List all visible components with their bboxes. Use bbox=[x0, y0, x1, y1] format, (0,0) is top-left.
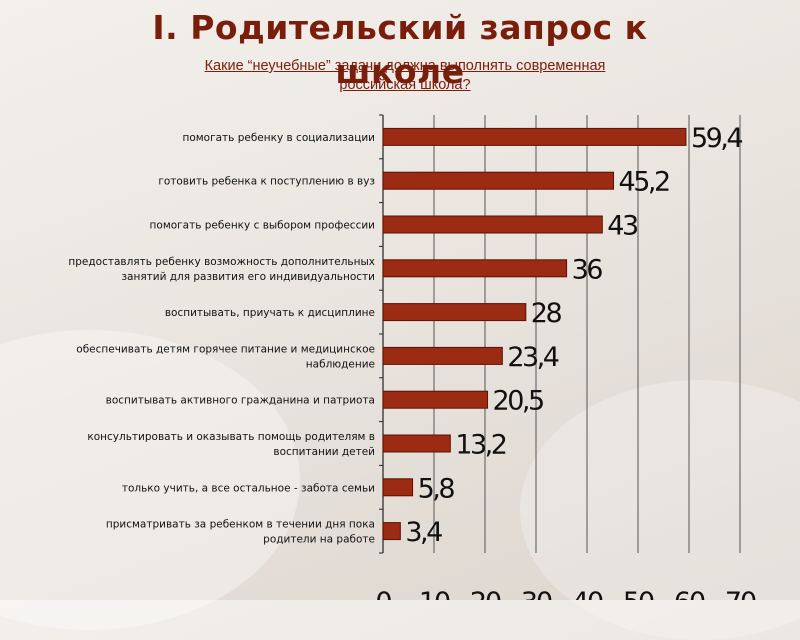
bar-1 bbox=[382, 171, 615, 190]
x-tick-label-5: 50 bbox=[623, 587, 654, 600]
page-title: I. Родительский запрос к школе bbox=[0, 8, 800, 92]
category-label-3-0: предоставлять ребенку возможность дополн… bbox=[68, 256, 375, 268]
category-label-8-0: только учить, а все остальное - забота с… bbox=[122, 482, 375, 494]
category-label-1-0: готовить ребенка к поступлению в вуз bbox=[158, 176, 375, 188]
category-label-5-1: наблюдение bbox=[306, 358, 375, 370]
bar-9 bbox=[382, 522, 401, 541]
category-label-9-0: присматривать за ребенком в течении дня … bbox=[106, 519, 375, 531]
bar-0 bbox=[382, 127, 687, 146]
x-tick-label-1: 10 bbox=[419, 587, 450, 600]
value-label-2: 43 bbox=[607, 211, 638, 242]
category-label-7-0: консультировать и оказывать помощь родит… bbox=[87, 431, 375, 443]
chart-subtitle: Какие “неучебные” задачи должна выполнят… bbox=[0, 57, 800, 95]
category-label-5-0: обеспечивать детям горячее питание и мед… bbox=[76, 343, 375, 355]
bar-2 bbox=[382, 215, 603, 234]
category-label-6-0: воспитывать активного гражданина и патри… bbox=[106, 395, 375, 407]
category-label-9-1: родители на работе bbox=[263, 534, 375, 546]
bar-3 bbox=[382, 259, 568, 278]
category-label-7-1: воспитании детей bbox=[273, 446, 375, 458]
category-label-3-1: занятий для развития его индивидуальност… bbox=[121, 271, 375, 283]
category-label-4-0: воспитывать, приучать к дисциплине bbox=[165, 307, 375, 319]
chart-subtitle-line-1: Какие “неучебные” задачи должна выполнят… bbox=[204, 58, 606, 74]
page-title-line-1: I. Родительский запрос к bbox=[152, 8, 648, 47]
value-label-3: 36 bbox=[572, 254, 603, 285]
bar-4 bbox=[382, 303, 527, 322]
chart-subtitle-line-2: российская школа? bbox=[339, 77, 471, 93]
value-label-1: 45,2 bbox=[619, 167, 669, 198]
value-label-9: 3,4 bbox=[405, 517, 442, 548]
bar-5 bbox=[382, 346, 503, 365]
x-tick-label-4: 40 bbox=[572, 587, 603, 600]
page-title-line-2: школе bbox=[335, 52, 465, 91]
x-tick-label-3: 30 bbox=[521, 587, 552, 600]
bar-6 bbox=[382, 390, 489, 409]
value-label-7: 13,2 bbox=[455, 430, 505, 461]
x-tick-label-2: 20 bbox=[470, 587, 501, 600]
x-tick-label-6: 60 bbox=[674, 587, 705, 600]
category-label-2-0: помогать ребенку с выбором профессии bbox=[150, 220, 375, 232]
x-tick-label-0: 0 bbox=[375, 587, 391, 600]
bar-8 bbox=[382, 478, 414, 497]
value-label-0: 59,4 bbox=[691, 123, 742, 154]
value-label-5: 23,4 bbox=[507, 342, 558, 373]
x-tick-label-7: 70 bbox=[725, 587, 756, 600]
bar-7 bbox=[382, 434, 451, 453]
value-label-6: 20,5 bbox=[493, 386, 543, 417]
bar-chart: 59,4 помогать ребенку в социализации 45,2 г… bbox=[68, 114, 758, 600]
value-label-8: 5,8 bbox=[418, 473, 455, 504]
category-label-0-0: помогать ребенку в социализации bbox=[182, 132, 375, 144]
value-label-4: 28 bbox=[531, 298, 562, 329]
